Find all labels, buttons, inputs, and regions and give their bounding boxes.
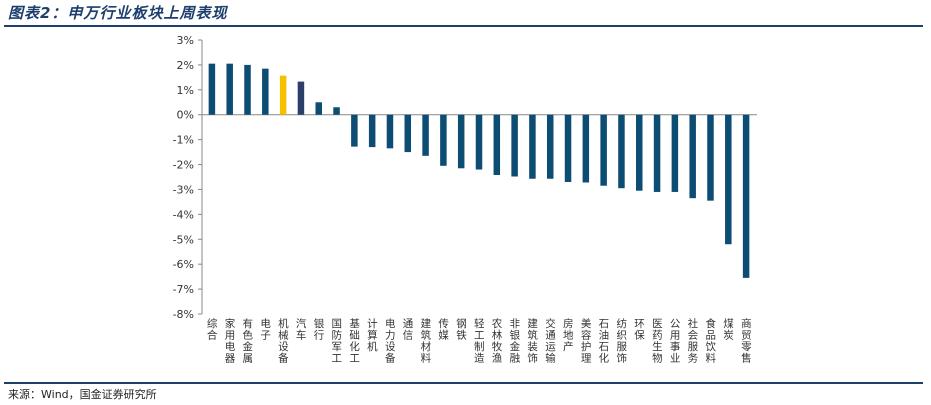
category-label: 银行 (314, 317, 325, 342)
category-label: 计算机 (367, 317, 378, 353)
category-label: 医药生物 (652, 318, 663, 365)
category-label: 公用事业 (670, 318, 681, 365)
bar-21 (564, 114, 572, 182)
bar-16 (475, 114, 483, 170)
footer-rule (4, 382, 923, 384)
category-label: 房地产 (563, 317, 574, 353)
y-tick-label: -5% (173, 233, 194, 246)
category-label: 交通运输 (545, 317, 556, 365)
title-underline (4, 25, 923, 27)
y-tick-label: 3% (177, 34, 194, 47)
category-label: 电子 (260, 317, 271, 342)
y-tick-label: 0% (177, 109, 194, 122)
category-label: 农林牧渔 (492, 317, 503, 365)
bar-22 (582, 114, 590, 183)
category-label: 传媒 (438, 318, 449, 342)
bar-4 (262, 68, 269, 115)
bar-17 (493, 114, 501, 176)
bar-chart: 3% 2% 1% 0% -1% -2% -3% -4% -5% -6% -7% -8% 综合家用电器有… (173, 34, 757, 365)
category-label: 轻工制造 (474, 317, 485, 365)
y-axis: 3% 2% 1% 0% -1% -2% -3% -4% -5% -6% -7% -8% (173, 34, 757, 321)
bar-5 (279, 75, 287, 115)
bar-26 (653, 114, 661, 192)
category-label: 石油石化 (599, 318, 610, 365)
category-label: 建筑装饰 (527, 317, 538, 365)
category-label: 综合 (207, 317, 218, 342)
bar-25 (636, 114, 643, 191)
bar-2 (226, 63, 233, 115)
category-labels: 综合家用电器有色金属电子机械设备汽车银行国防军工基础化工计算机电力设备通信建筑材… (207, 317, 752, 365)
bar-3 (244, 64, 251, 115)
bar-19 (529, 114, 536, 179)
bar-18 (511, 114, 518, 177)
bar-20 (546, 114, 554, 179)
y-tick-label: -7% (173, 283, 194, 296)
category-label: 有色金属 (243, 317, 254, 365)
category-label: 环保 (634, 318, 645, 342)
category-label: 基础化工 (349, 317, 360, 365)
bar-10 (368, 114, 376, 148)
y-tick-label: -6% (173, 258, 194, 271)
category-label: 纺织服饰 (616, 317, 627, 365)
category-label: 食品饮料 (705, 317, 716, 365)
bar-1 (208, 63, 216, 115)
bar-8 (333, 107, 340, 115)
y-tick-label: -8% (173, 308, 194, 321)
bar-31 (742, 114, 750, 278)
title-bar: 图表2：申万行业板块上周表现 (0, 0, 931, 28)
bar-6 (297, 81, 305, 115)
category-label: 社会服务 (688, 317, 699, 365)
bar-7 (315, 102, 322, 115)
bar-14 (440, 114, 447, 166)
category-label: 煤炭 (723, 317, 734, 342)
bars (208, 63, 750, 278)
category-label: 通信 (403, 318, 414, 342)
category-label: 非银金融 (510, 318, 521, 365)
bar-9 (351, 114, 358, 147)
bar-13 (422, 114, 429, 156)
category-label: 家用电器 (225, 317, 236, 365)
category-label: 机械设备 (278, 317, 289, 365)
category-label: 钢铁 (456, 317, 467, 342)
category-label: 建筑材料 (421, 317, 432, 365)
bar-11 (386, 114, 394, 149)
bar-23 (600, 114, 607, 186)
y-tick-label: 1% (177, 84, 194, 97)
source-note: 来源：Wind，国金证券研究所 (8, 388, 157, 401)
category-label: 国防军工 (332, 318, 343, 365)
bar-27 (671, 114, 679, 192)
bar-12 (404, 114, 412, 153)
y-tick-label: -3% (173, 183, 194, 196)
category-label: 电力设备 (385, 317, 396, 365)
y-tick-label: 2% (177, 59, 194, 72)
category-label: 汽车 (296, 317, 307, 342)
bar-24 (618, 114, 625, 189)
category-label: 美容护理 (581, 317, 592, 365)
y-tick-label: -2% (173, 159, 194, 172)
category-label: 商贸零售 (741, 317, 752, 365)
chart-title: 图表2：申万行业板块上周表现 (8, 4, 228, 22)
y-tick-label: -1% (173, 134, 194, 147)
bar-28 (689, 114, 696, 199)
bar-15 (457, 114, 465, 169)
bar-29 (707, 114, 714, 201)
y-tick-label: -4% (173, 208, 194, 221)
bar-30 (725, 114, 732, 245)
